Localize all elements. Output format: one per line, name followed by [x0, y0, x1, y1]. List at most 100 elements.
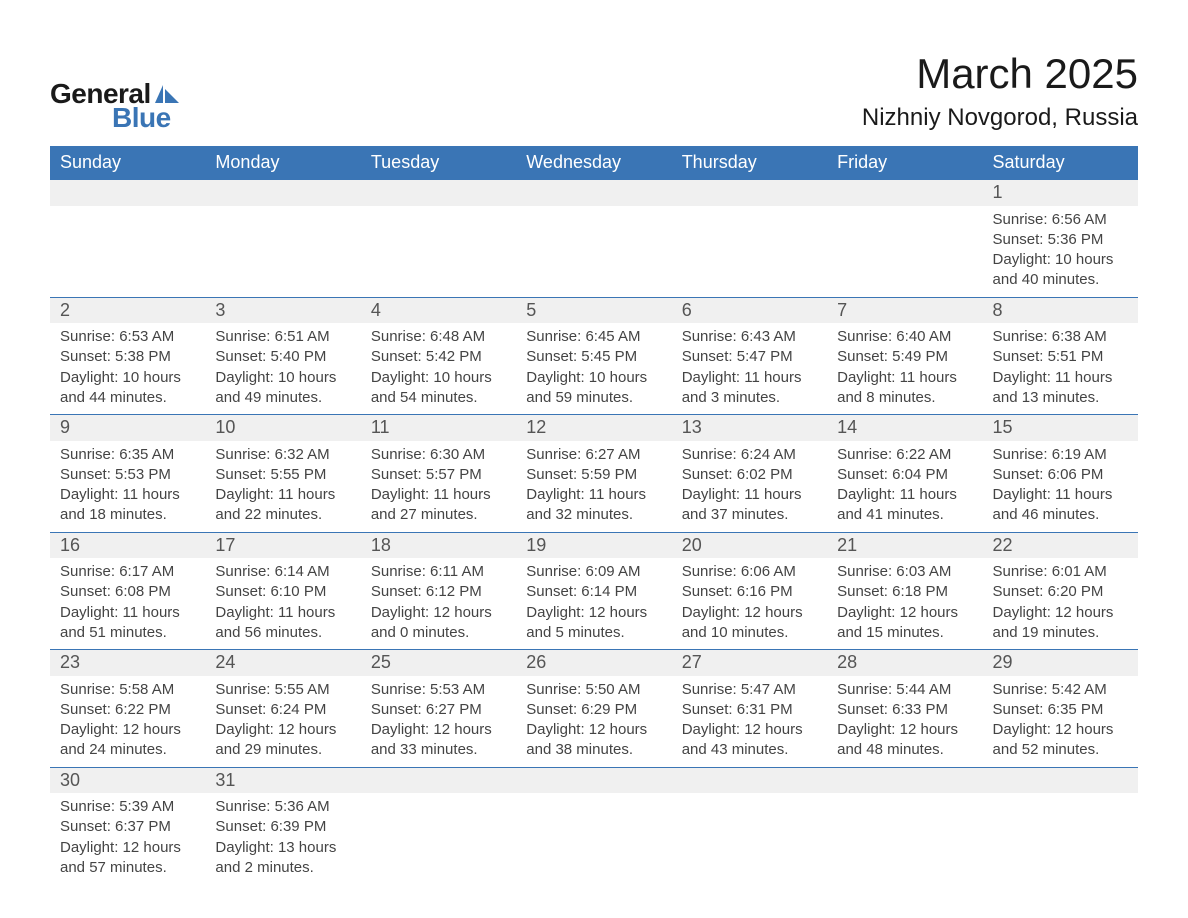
day-number-cell: 5	[516, 297, 671, 323]
detail-row: Sunrise: 6:17 AMSunset: 6:08 PMDaylight:…	[50, 558, 1138, 650]
daynum-row: 2345678	[50, 297, 1138, 323]
daylight-line: Daylight: 12 hours and 5 minutes.	[526, 603, 661, 644]
day-number-cell	[672, 767, 827, 793]
location: Nizhniy Novgorod, Russia	[862, 104, 1138, 132]
day-number-cell: 12	[516, 415, 671, 441]
sunrise-line: Sunrise: 5:36 AM	[215, 797, 350, 817]
sunrise-line: Sunrise: 5:42 AM	[993, 680, 1128, 700]
daylight-line: Daylight: 10 hours and 54 minutes.	[371, 368, 506, 409]
logo: General Blue	[50, 50, 179, 134]
sunset-line: Sunset: 6:31 PM	[682, 700, 817, 720]
sunset-line: Sunset: 6:12 PM	[371, 582, 506, 602]
day-detail-cell: Sunrise: 6:32 AMSunset: 5:55 PMDaylight:…	[205, 441, 360, 533]
day-detail-cell: Sunrise: 6:17 AMSunset: 6:08 PMDaylight:…	[50, 558, 205, 650]
weekday-header: Wednesday	[516, 146, 671, 180]
day-detail-cell: Sunrise: 5:39 AMSunset: 6:37 PMDaylight:…	[50, 793, 205, 884]
day-number-cell	[50, 180, 205, 206]
detail-row: Sunrise: 6:35 AMSunset: 5:53 PMDaylight:…	[50, 441, 1138, 533]
day-number-cell	[827, 180, 982, 206]
sunset-line: Sunset: 6:37 PM	[60, 817, 195, 837]
day-detail-cell: Sunrise: 6:01 AMSunset: 6:20 PMDaylight:…	[983, 558, 1138, 650]
day-detail-cell	[361, 206, 516, 298]
day-detail-cell: Sunrise: 6:19 AMSunset: 6:06 PMDaylight:…	[983, 441, 1138, 533]
day-number-cell	[827, 767, 982, 793]
weekday-header-row: SundayMondayTuesdayWednesdayThursdayFrid…	[50, 146, 1138, 180]
detail-row: Sunrise: 6:53 AMSunset: 5:38 PMDaylight:…	[50, 323, 1138, 415]
sunset-line: Sunset: 5:55 PM	[215, 465, 350, 485]
day-detail-cell: Sunrise: 5:58 AMSunset: 6:22 PMDaylight:…	[50, 676, 205, 768]
day-detail-cell: Sunrise: 5:42 AMSunset: 6:35 PMDaylight:…	[983, 676, 1138, 768]
sunrise-line: Sunrise: 6:03 AM	[837, 562, 972, 582]
sunset-line: Sunset: 5:42 PM	[371, 347, 506, 367]
day-number-cell: 25	[361, 650, 516, 676]
day-detail-cell: Sunrise: 6:53 AMSunset: 5:38 PMDaylight:…	[50, 323, 205, 415]
day-number-cell: 13	[672, 415, 827, 441]
day-detail-cell: Sunrise: 5:36 AMSunset: 6:39 PMDaylight:…	[205, 793, 360, 884]
sunset-line: Sunset: 5:40 PM	[215, 347, 350, 367]
day-number-cell: 22	[983, 532, 1138, 558]
day-detail-cell	[672, 206, 827, 298]
detail-row: Sunrise: 5:58 AMSunset: 6:22 PMDaylight:…	[50, 676, 1138, 768]
daylight-line: Daylight: 10 hours and 44 minutes.	[60, 368, 195, 409]
day-number-cell: 6	[672, 297, 827, 323]
sunset-line: Sunset: 6:39 PM	[215, 817, 350, 837]
daylight-line: Daylight: 11 hours and 8 minutes.	[837, 368, 972, 409]
day-detail-cell	[983, 793, 1138, 884]
daylight-line: Daylight: 12 hours and 24 minutes.	[60, 720, 195, 761]
sunset-line: Sunset: 6:14 PM	[526, 582, 661, 602]
sunset-line: Sunset: 6:29 PM	[526, 700, 661, 720]
day-detail-cell: Sunrise: 6:45 AMSunset: 5:45 PMDaylight:…	[516, 323, 671, 415]
sunrise-line: Sunrise: 6:22 AM	[837, 445, 972, 465]
weekday-header: Thursday	[672, 146, 827, 180]
day-number-cell	[361, 180, 516, 206]
day-number-cell: 16	[50, 532, 205, 558]
sunset-line: Sunset: 5:47 PM	[682, 347, 817, 367]
day-number-cell: 9	[50, 415, 205, 441]
day-number-cell: 18	[361, 532, 516, 558]
sunrise-line: Sunrise: 6:14 AM	[215, 562, 350, 582]
sunrise-line: Sunrise: 6:56 AM	[993, 210, 1128, 230]
day-number-cell: 15	[983, 415, 1138, 441]
daylight-line: Daylight: 12 hours and 0 minutes.	[371, 603, 506, 644]
day-number-cell: 3	[205, 297, 360, 323]
sunrise-line: Sunrise: 5:44 AM	[837, 680, 972, 700]
sunrise-line: Sunrise: 6:19 AM	[993, 445, 1128, 465]
sunset-line: Sunset: 5:59 PM	[526, 465, 661, 485]
sunrise-line: Sunrise: 6:45 AM	[526, 327, 661, 347]
sunrise-line: Sunrise: 5:53 AM	[371, 680, 506, 700]
sunrise-line: Sunrise: 5:47 AM	[682, 680, 817, 700]
daylight-line: Daylight: 13 hours and 2 minutes.	[215, 838, 350, 879]
day-number-cell: 26	[516, 650, 671, 676]
sunrise-line: Sunrise: 6:38 AM	[993, 327, 1128, 347]
daynum-row: 23242526272829	[50, 650, 1138, 676]
day-detail-cell	[50, 206, 205, 298]
weekday-header: Friday	[827, 146, 982, 180]
sunset-line: Sunset: 6:02 PM	[682, 465, 817, 485]
daylight-line: Daylight: 11 hours and 13 minutes.	[993, 368, 1128, 409]
daylight-line: Daylight: 12 hours and 43 minutes.	[682, 720, 817, 761]
daynum-row: 9101112131415	[50, 415, 1138, 441]
day-number-cell: 7	[827, 297, 982, 323]
sunset-line: Sunset: 6:08 PM	[60, 582, 195, 602]
day-detail-cell: Sunrise: 5:47 AMSunset: 6:31 PMDaylight:…	[672, 676, 827, 768]
daylight-line: Daylight: 11 hours and 3 minutes.	[682, 368, 817, 409]
day-number-cell: 28	[827, 650, 982, 676]
daylight-line: Daylight: 12 hours and 48 minutes.	[837, 720, 972, 761]
daynum-row: 1	[50, 180, 1138, 206]
sunrise-line: Sunrise: 6:09 AM	[526, 562, 661, 582]
day-number-cell	[672, 180, 827, 206]
day-number-cell	[205, 180, 360, 206]
daylight-line: Daylight: 11 hours and 22 minutes.	[215, 485, 350, 526]
daylight-line: Daylight: 11 hours and 46 minutes.	[993, 485, 1128, 526]
sunset-line: Sunset: 6:04 PM	[837, 465, 972, 485]
day-number-cell: 10	[205, 415, 360, 441]
sunset-line: Sunset: 5:53 PM	[60, 465, 195, 485]
day-number-cell: 24	[205, 650, 360, 676]
day-detail-cell: Sunrise: 6:06 AMSunset: 6:16 PMDaylight:…	[672, 558, 827, 650]
daylight-line: Daylight: 11 hours and 18 minutes.	[60, 485, 195, 526]
day-detail-cell: Sunrise: 5:44 AMSunset: 6:33 PMDaylight:…	[827, 676, 982, 768]
day-detail-cell: Sunrise: 6:30 AMSunset: 5:57 PMDaylight:…	[361, 441, 516, 533]
sunset-line: Sunset: 6:16 PM	[682, 582, 817, 602]
daylight-line: Daylight: 10 hours and 49 minutes.	[215, 368, 350, 409]
sunrise-line: Sunrise: 5:58 AM	[60, 680, 195, 700]
